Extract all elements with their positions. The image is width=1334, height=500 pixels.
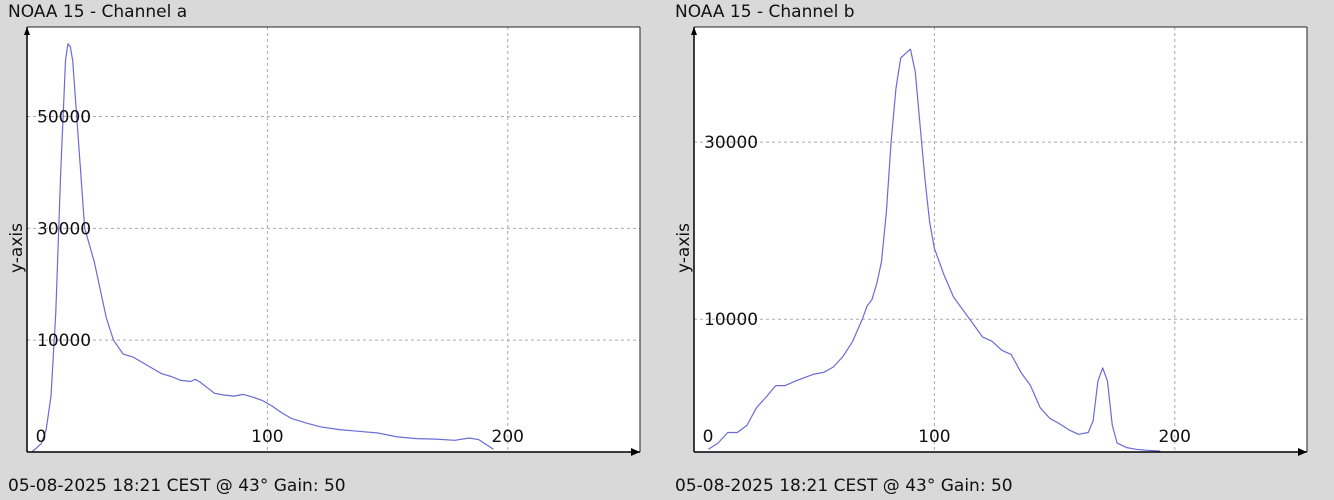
y-tick-label: 50000 (37, 107, 91, 127)
chart-panel-b: NOAA 15 - Channel b 0 100 200 10000 30000 y-a… (667, 0, 1334, 500)
line-chart-b: 0 100 200 10000 30000 y-axis (674, 26, 1308, 456)
x-tick-label: 100 (251, 427, 283, 447)
y-axis-label: y-axis (7, 223, 27, 273)
y-axis-arrow-icon (24, 27, 30, 35)
y-axis-arrow-icon (691, 27, 697, 35)
x-tick-label: 200 (492, 427, 524, 447)
chart-title: NOAA 15 - Channel a (8, 2, 188, 22)
series-line (708, 48, 1161, 452)
chart-footer: 05-08-2025 18:21 CEST @ 43° Gain: 50 (675, 476, 1013, 496)
x-tick-label: 100 (918, 427, 950, 447)
chart-title: NOAA 15 - Channel b (675, 2, 855, 22)
y-tick-label: 30000 (704, 133, 758, 153)
line-chart-a: 0 100 200 10000 30000 50000 y-axis (7, 26, 641, 456)
x-tick-label: 200 (1159, 427, 1191, 447)
x-axis-arrow-icon (1298, 448, 1307, 456)
y-tick-label: 10000 (37, 331, 91, 351)
x-axis-arrow-icon (631, 448, 640, 456)
plot-area (27, 27, 640, 452)
chart-footer: 05-08-2025 18:21 CEST @ 43° Gain: 50 (8, 476, 346, 496)
x-tick-label: 0 (36, 427, 47, 447)
plot-area (694, 27, 1307, 452)
chart-panel-a: NOAA 15 - Channel a 0 100 200 10000 30000 500… (7, 2, 641, 496)
y-tick-label: 30000 (37, 219, 91, 239)
y-tick-label: 10000 (704, 310, 758, 330)
series-line (31, 43, 494, 453)
y-axis-label: y-axis (674, 223, 694, 273)
x-tick-label: 0 (703, 427, 714, 447)
